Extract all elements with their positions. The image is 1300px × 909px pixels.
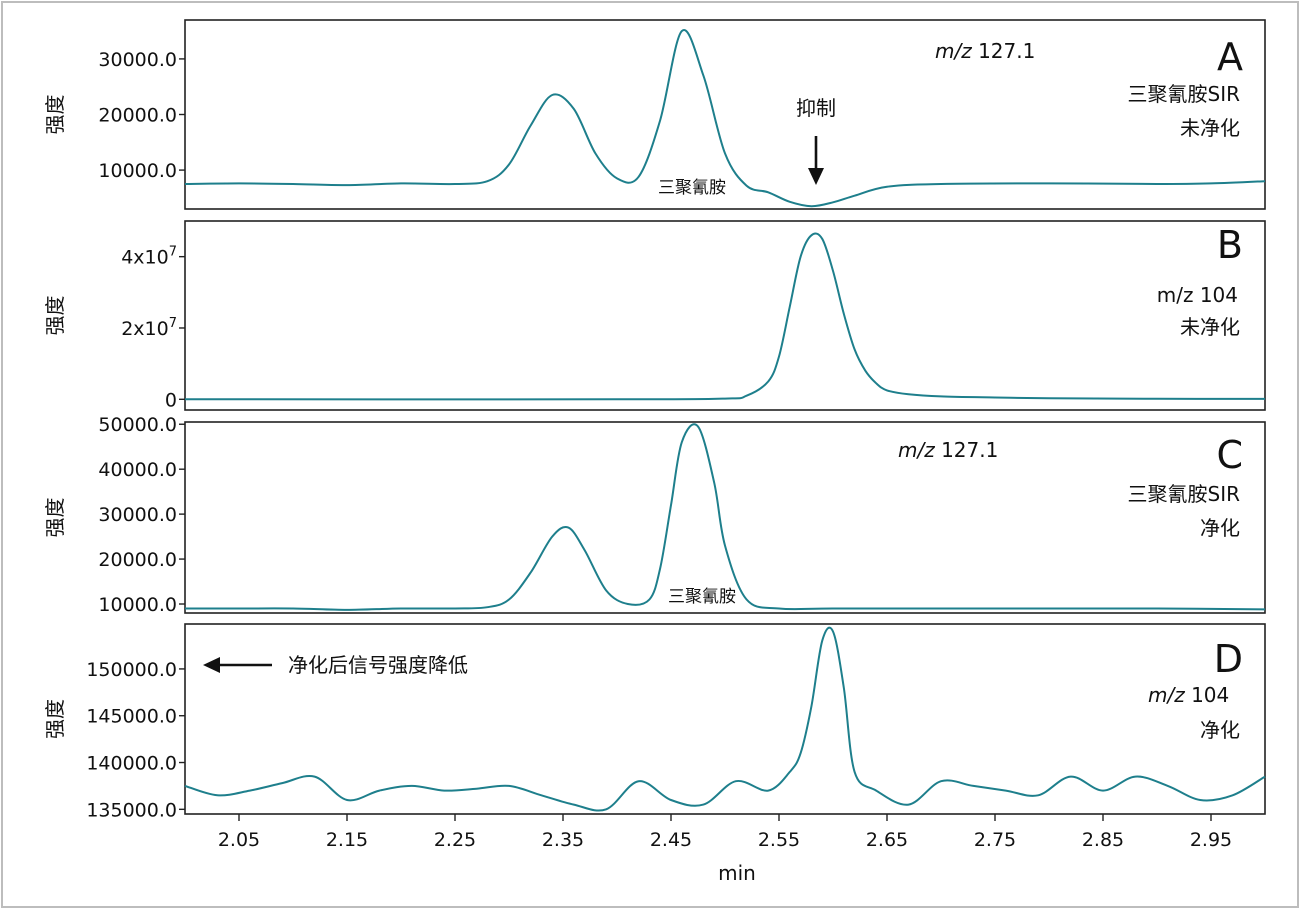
suppression-label: 抑制 [796,96,836,120]
y-tick-label: 2x107 [121,316,177,340]
trace-line-b [184,232,1266,401]
x-tick-label: 2.25 [434,829,476,851]
x-axis-label: min [718,861,756,885]
plot-box [184,623,1266,815]
y-tick-label: 140000.0 [86,753,177,775]
y-tick-label: 50000.0 [98,414,177,436]
x-tick-label: 2.45 [650,829,692,851]
y-tick-label-base: 2x10 [121,318,169,340]
panel-description: 三聚氰胺SIR [1128,82,1241,106]
x-tick-label: 2.65 [866,829,908,851]
panel-description: 净化 [1200,516,1240,540]
mz-value: m/z 104 [1157,283,1238,307]
y-tick-label: 30000.0 [98,504,177,526]
panel-letter: D [1214,637,1243,681]
y-tick-label: 150000.0 [86,659,177,681]
mz-value: 127.1 [935,438,999,462]
mz-value: 104 [1185,683,1230,707]
panel-description: 净化 [1200,718,1240,742]
panels-group: 10000.0 20000.0 30000.0 强度 Am/z 127.1 三聚氰胺SIR… [43,19,1266,821]
x-tick-label: 2.05 [218,829,260,851]
peak-label: 三聚氰胺 [658,178,726,198]
panel-d: 135000.0 140000.0 145000.0 150000.0 强度 Dm/z 1… [43,623,1266,821]
y-tick-label-base: 30000.0 [98,504,177,526]
panel-description: 三聚氰胺SIR [1128,482,1241,506]
y-tick-label-base: 4x10 [121,247,169,269]
plot-box [184,220,1266,411]
mz-value: 127.1 [972,39,1036,63]
y-tick-label: 30000.0 [98,49,177,71]
y-tick-label-base: 135000.0 [86,799,177,821]
y-tick-label: 4x107 [121,245,177,269]
panel-letter: C [1216,433,1243,477]
trace-line-d [184,626,1266,812]
mz-annotation: m/z 127.1 [898,438,998,462]
y-tick-label-base: 0 [165,389,177,411]
y-tick-label: 20000.0 [98,105,177,127]
x-tick-label: 2.75 [974,829,1016,851]
panel-letter: B [1217,223,1243,267]
mz-italic: m/z [1148,683,1185,707]
y-tick-label: 40000.0 [98,459,177,481]
y-tick-label-base: 150000.0 [86,659,177,681]
y-tick-label-base: 10000.0 [98,594,177,616]
panel-c: 10000.0 20000.0 30000.0 40000.0 50000.0 强度 Cm/… [43,414,1266,616]
signal-drop-label: 净化后信号强度降低 [288,653,468,677]
x-axis: 2.05 2.15 2.25 2.35 2.45 2.55 2.65 2.75 2.85 2.95… [218,814,1232,885]
mz-italic: m/z [898,438,935,462]
panel-description: 未净化 [1180,116,1240,140]
signal-drop-arrowhead [203,657,220,673]
mz-annotation: m/z 104 [1157,283,1238,307]
x-tick-label: 2.35 [542,829,584,851]
y-tick-label: 145000.0 [86,706,177,728]
y-tick-label: 0 [165,389,177,411]
trace-line-a [184,29,1266,208]
y-tick-label-base: 145000.0 [86,706,177,728]
y-tick-label-base: 140000.0 [86,753,177,775]
y-tick-label: 10000.0 [98,160,177,182]
y-tick-label: 20000.0 [98,549,177,571]
y-tick-label-base: 30000.0 [98,49,177,71]
y-tick-label: 10000.0 [98,594,177,616]
x-tick-label: 2.95 [1190,829,1232,851]
trace-line-c [185,423,1266,611]
x-tick-label: 2.55 [758,829,800,851]
mz-italic: m/z [935,39,972,63]
y-tick-label-base: 40000.0 [98,459,177,481]
y-tick-label-base: 10000.0 [98,160,177,182]
y-tick-label-exponent: 7 [169,316,177,331]
y-axis-label: 强度 [43,498,67,538]
y-axis-label: 强度 [43,296,67,336]
mz-annotation: m/z 127.1 [935,39,1035,63]
y-tick-label-base: 20000.0 [98,105,177,127]
y-axis-label: 强度 [43,699,67,739]
x-tick-label: 2.15 [326,829,368,851]
suppression-arrowhead [808,168,824,185]
panel-a: 10000.0 20000.0 30000.0 强度 Am/z 127.1 三聚氰胺SIR… [43,19,1266,210]
plot-box [184,421,1266,614]
y-tick-label-base: 50000.0 [98,414,177,436]
panel-description: 未净化 [1180,315,1240,339]
panel-letter: A [1217,35,1243,79]
x-tick-label: 2.85 [1082,829,1124,851]
y-axis-label: 强度 [43,95,67,135]
y-tick-label-base: 20000.0 [98,549,177,571]
peak-label: 三聚氰胺 [668,587,736,607]
mz-annotation: m/z 104 [1148,683,1229,707]
y-tick-label: 135000.0 [86,799,177,821]
y-tick-label-exponent: 7 [169,245,177,260]
